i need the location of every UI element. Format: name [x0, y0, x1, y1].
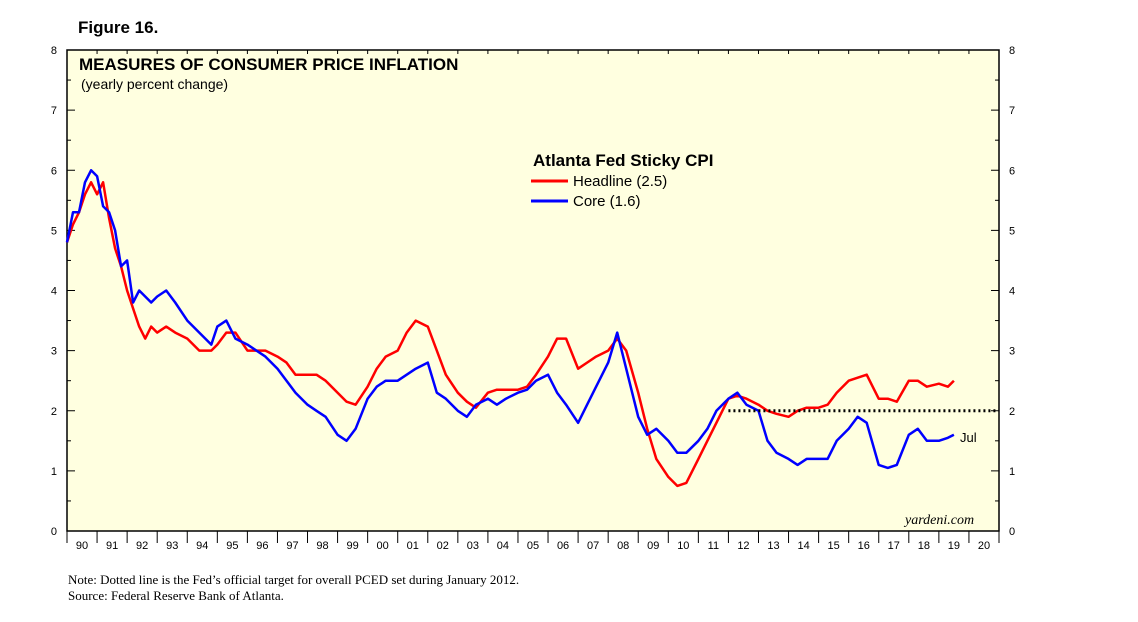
- y-tick-label-right: 0: [1009, 526, 1015, 538]
- y-axis-right: 0 1 2 3 4 5 6 7 8: [1009, 45, 1015, 538]
- x-tick-label: 10: [677, 540, 689, 552]
- x-tick-label: 06: [557, 540, 569, 552]
- y-tick-label: 8: [51, 45, 57, 57]
- y-tick-label: 5: [51, 225, 57, 237]
- x-tick-label: 96: [256, 540, 268, 552]
- x-tick-label: 98: [316, 540, 328, 552]
- figure-label: Figure 16.: [78, 18, 159, 37]
- x-tick-label: 93: [166, 540, 178, 552]
- y-tick-label: 0: [51, 526, 57, 538]
- x-tick-label: 02: [437, 540, 449, 552]
- y-tick-label-right: 8: [1009, 45, 1015, 57]
- x-axis: 90 91 92 93 94 95 96 97 98 99 00 01 02 03 04 05 06 07 08 09…: [76, 540, 990, 552]
- legend-label-headline: Headline (2.5): [573, 173, 667, 190]
- watermark: yardeni.com: [903, 513, 974, 528]
- x-tick-label: 16: [858, 540, 870, 552]
- x-tick-label: 11: [708, 540, 719, 552]
- x-tick-label: 19: [948, 540, 960, 552]
- y-tick-label-right: 2: [1009, 406, 1015, 418]
- x-tick-label: 07: [587, 540, 599, 552]
- x-tick-label: 13: [767, 540, 779, 552]
- chart-title: MEASURES OF CONSUMER PRICE INFLATION: [79, 55, 458, 74]
- x-tick-label: 04: [497, 540, 509, 552]
- x-tick-label: 92: [136, 540, 148, 552]
- x-tick-label: 18: [918, 540, 930, 552]
- y-axis-left: 0 1 2 3 4 5 6 7 8: [51, 45, 57, 538]
- x-tick-label: 90: [76, 540, 88, 552]
- x-tick-label: 05: [527, 540, 539, 552]
- y-tick-label-right: 1: [1009, 466, 1015, 478]
- y-tick-label: 7: [51, 105, 57, 117]
- y-tick-label-right: 6: [1009, 165, 1015, 177]
- x-tick-label: 97: [286, 540, 298, 552]
- y-tick-label: 1: [51, 466, 57, 478]
- core-series-line: [65, 169, 955, 470]
- x-tick-label: 94: [196, 540, 208, 552]
- y-tick-label: 3: [51, 346, 57, 358]
- x-tick-label: 00: [377, 540, 389, 552]
- source-line: Source: Federal Reserve Bank of Atlanta.: [68, 588, 284, 603]
- y-tick-label-right: 7: [1009, 105, 1015, 117]
- series-layer: [65, 169, 999, 488]
- x-tick-label: 91: [106, 540, 118, 552]
- x-tick-label: 15: [828, 540, 840, 552]
- x-tick-label: 99: [346, 540, 358, 552]
- x-tick-label: 17: [888, 540, 900, 552]
- x-tick-label: 01: [407, 540, 419, 552]
- chart-subtitle: (yearly percent change): [81, 76, 228, 92]
- legend-title: Atlanta Fed Sticky CPI: [533, 151, 713, 170]
- legend-label-core: Core (1.6): [573, 193, 641, 210]
- y-tick-label-right: 4: [1009, 286, 1015, 298]
- x-tick-label: 03: [467, 540, 479, 552]
- y-tick-label-right: 5: [1009, 225, 1015, 237]
- x-tick-label: 08: [617, 540, 629, 552]
- plot-area: [66, 49, 1000, 532]
- y-tick-label-right: 3: [1009, 346, 1015, 358]
- note-line: Note: Dotted line is the Fed’s official …: [68, 572, 520, 587]
- y-tick-label: 6: [51, 165, 57, 177]
- end-label-jul: Jul: [960, 430, 977, 445]
- x-tick-label: 09: [647, 540, 659, 552]
- x-tick-label: 14: [797, 540, 809, 552]
- y-tick-label: 2: [51, 406, 57, 418]
- x-tick-label: 95: [226, 540, 238, 552]
- y-tick-label: 4: [51, 286, 57, 298]
- x-tick-label: 12: [737, 540, 749, 552]
- x-tick-label: 20: [978, 540, 990, 552]
